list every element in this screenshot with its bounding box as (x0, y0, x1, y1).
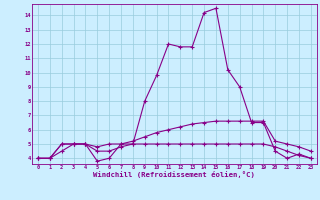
X-axis label: Windchill (Refroidissement éolien,°C): Windchill (Refroidissement éolien,°C) (93, 171, 255, 178)
